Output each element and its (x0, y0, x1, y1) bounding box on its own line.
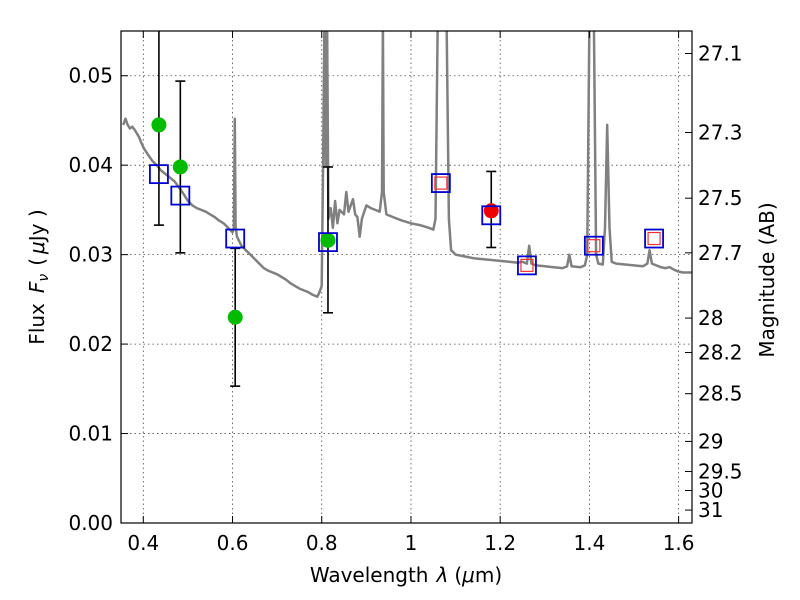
x-tick-label: 0.8 (306, 531, 338, 555)
y-axis-title: Flux Fν ( μJy ) (25, 209, 52, 344)
y-axis-title-mu: μ (25, 241, 49, 255)
x-tick-label: 1.4 (573, 531, 605, 555)
observed-point (172, 159, 188, 175)
y-tick-label: 0.02 (68, 332, 113, 356)
magnitude-tick-label: 28.5 (698, 382, 743, 406)
y-tick-label: 0.01 (68, 422, 113, 446)
x-axis-title-unit: m) (475, 563, 502, 587)
y-tick-label: 0.05 (68, 64, 113, 88)
model-point (149, 164, 169, 185)
magnitude-tick-label: 27.1 (698, 42, 743, 66)
y-tick-label: 0.00 (68, 511, 113, 535)
y-axis-title-paren: ( (25, 258, 49, 266)
model-point-inner (647, 231, 661, 246)
y-tick-label: 0.04 (68, 153, 113, 177)
x-tick-label: 0.6 (217, 531, 249, 555)
x-axis-title-paren: ( (454, 563, 462, 587)
model-point-inner (434, 176, 448, 190)
x-tick-label: 1.2 (484, 531, 516, 555)
magnitude-tick-label: 28.2 (698, 341, 743, 365)
model-point (517, 255, 537, 276)
y-axis-title-subscript: ν (36, 274, 52, 282)
model-point (318, 232, 338, 253)
x-axis-title-mu: μ (461, 563, 475, 587)
magnitude-tick-label: 27.5 (698, 186, 743, 210)
observed-point (320, 232, 336, 248)
magnitude-tick-label: 29.5 (698, 460, 743, 484)
model-point (430, 173, 451, 193)
magnitude-tick-label: 31 (698, 498, 723, 522)
spectrum-line (122, 31, 692, 298)
observed-point (151, 117, 167, 133)
model-point-inner (587, 239, 601, 253)
plot-frame (120, 30, 693, 524)
y-axis-title-text: Flux (25, 303, 49, 345)
x-axis-title-text: Wavelength (310, 563, 429, 587)
observed-point (227, 309, 243, 325)
magnitude-tick-label: 29 (698, 429, 723, 453)
model-point (481, 205, 502, 226)
x-tick-label: 1.6 (663, 531, 695, 555)
magnitude-tick-label: 28 (698, 306, 723, 330)
y-axis-title-variable: F (25, 281, 49, 293)
x-axis-title: Wavelength λ (μm) (310, 563, 502, 587)
model-point (583, 235, 604, 256)
y-axis-title-unit: Jy ) (25, 209, 49, 243)
model-point (225, 228, 246, 249)
magnitude-tick-label: 27.7 (698, 241, 743, 265)
secondary-y-axis-title: Magnitude (AB) (755, 202, 779, 357)
x-tick-label: 0.4 (127, 531, 159, 555)
x-axis-title-variable: λ (435, 563, 448, 587)
model-point-inner (520, 258, 534, 272)
y-tick-label: 0.03 (68, 243, 113, 267)
magnitude-tick-label: 27.3 (698, 120, 743, 144)
model-point (170, 185, 191, 206)
plot-area (122, 31, 692, 387)
magnitude-tick-label: 30 (698, 479, 723, 503)
model-point (644, 228, 664, 249)
axis-ticks: 0.4 0.6 0.8 1 1.2 1.4 1.6 0.00 0.01 0.02 0.03 0.04 0… (68, 31, 743, 555)
grid-lines (121, 31, 692, 523)
x-tick-label: 1 (405, 531, 418, 555)
